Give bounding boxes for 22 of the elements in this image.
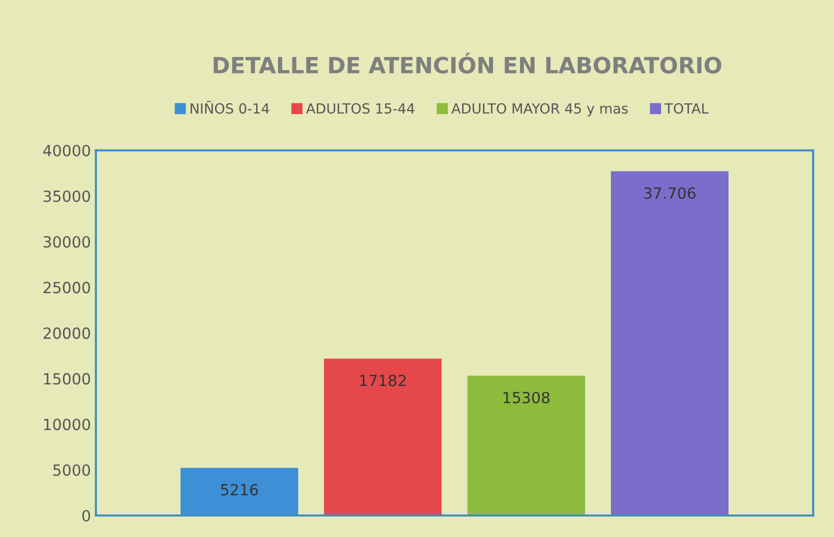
- y-tick-label: 5000: [53, 464, 90, 476]
- data-label: 5216: [221, 484, 258, 496]
- y-tick-label: 25000: [44, 282, 90, 294]
- bar: [610, 171, 729, 516]
- data-label: 17182: [360, 374, 406, 386]
- y-tick-label: 30000: [44, 236, 90, 248]
- y-tick-label: 0: [82, 510, 90, 522]
- y-tick-label: 35000: [44, 190, 90, 202]
- chart-title: DETALLE DE ATENCIÓN EN LABORATORIO: [214, 52, 722, 74]
- legend-label: TOTAL: [664, 103, 709, 114]
- data-label: 15308: [504, 392, 550, 404]
- bar: [467, 376, 586, 516]
- legend-label: ADULTOS 15-44: [306, 103, 414, 114]
- legend-label: ADULTO MAYOR 45 y mas: [451, 103, 628, 116]
- bar: [180, 468, 298, 516]
- bar: [324, 358, 442, 516]
- data-label: 37.706: [644, 187, 696, 199]
- y-tick-label: 20000: [44, 327, 90, 339]
- y-tick-label: 15000: [44, 373, 90, 385]
- legend-label: NIÑOS 0-14: [190, 100, 270, 114]
- y-tick-label: 10000: [44, 418, 90, 430]
- y-tick-label: 40000: [43, 144, 90, 156]
